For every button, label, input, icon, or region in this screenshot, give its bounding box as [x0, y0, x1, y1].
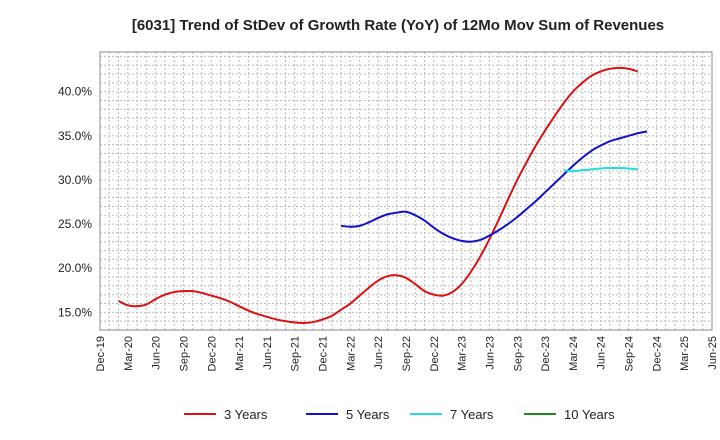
- x-tick-label: Jun-25: [707, 336, 719, 370]
- y-tick-label: 30.0%: [58, 173, 92, 187]
- y-axis-ticks: 15.0% 20.0% 25.0% 30.0% 35.0% 40.0%: [58, 85, 92, 320]
- grid: [100, 52, 712, 330]
- x-axis-ticks: Dec-19 Mar-20 Jun-20 Sep-20 Dec-20 Mar-21 Jun-…: [95, 336, 719, 371]
- legend-label-7-years: 7 Years: [450, 407, 494, 422]
- x-tick-label: Dec-22: [429, 336, 441, 371]
- x-tick-label: Sep-24: [624, 336, 636, 371]
- x-tick-label: Mar-23: [457, 336, 469, 371]
- y-tick-label: 25.0%: [58, 217, 92, 231]
- x-tick-label: Dec-20: [206, 336, 218, 371]
- y-tick-label: 35.0%: [58, 129, 92, 143]
- x-tick-label: Jun-22: [373, 336, 385, 370]
- x-tick-label: Mar-25: [679, 336, 691, 371]
- series-line-5-years: [340, 130, 648, 243]
- x-tick-label: Mar-21: [234, 336, 246, 371]
- y-tick-label: 15.0%: [58, 305, 92, 319]
- series-line-7-years: [563, 166, 638, 173]
- x-tick-label: Sep-23: [512, 336, 524, 371]
- legend-label-5-years: 5 Years: [346, 407, 390, 422]
- y-tick-label: 40.0%: [58, 85, 92, 99]
- x-tick-label: Jun-21: [262, 336, 274, 370]
- plot-frame: [99, 51, 713, 331]
- x-tick-label: Sep-20: [178, 336, 190, 371]
- x-tick-label: Dec-24: [651, 336, 663, 371]
- x-tick-label: Mar-20: [123, 336, 135, 371]
- legend: 3 Years 5 Years 7 Years 10 Years: [184, 407, 615, 422]
- legend-label-3-years: 3 Years: [224, 407, 268, 422]
- x-tick-label: Dec-21: [318, 336, 330, 371]
- x-tick-label: Mar-24: [568, 336, 580, 371]
- x-tick-label: Jun-24: [596, 336, 608, 370]
- x-tick-label: Jun-23: [484, 336, 496, 370]
- y-tick-label: 20.0%: [58, 261, 92, 275]
- x-tick-label: Sep-21: [290, 336, 302, 371]
- legend-label-10-years: 10 Years: [564, 407, 615, 422]
- series-line-3-years: [118, 66, 639, 324]
- x-tick-label: Mar-22: [345, 336, 357, 371]
- x-tick-label: Sep-22: [401, 336, 413, 371]
- x-tick-label: Dec-19: [95, 336, 107, 371]
- series-layer: [118, 66, 648, 324]
- x-tick-label: Jun-20: [151, 336, 163, 370]
- chart-title: [6031] Trend of StDev of Growth Rate (Yo…: [132, 17, 664, 34]
- x-tick-label: Dec-23: [540, 336, 552, 371]
